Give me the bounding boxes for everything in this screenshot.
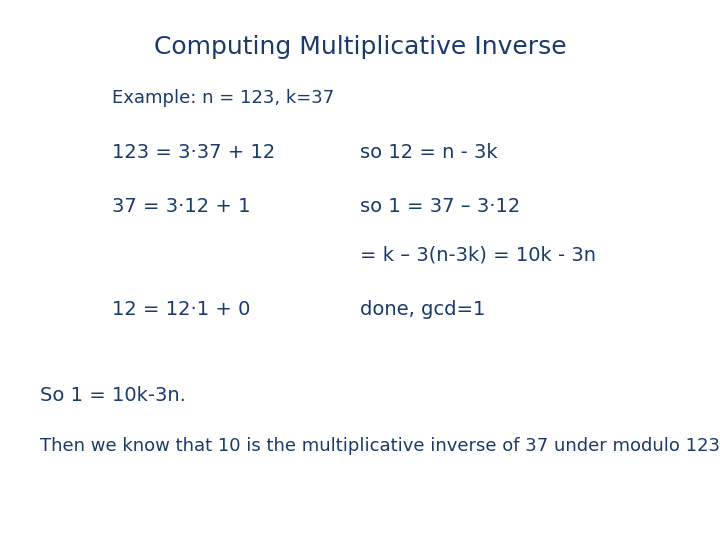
- Text: = k – 3(n-3k) = 10k - 3n: = k – 3(n-3k) = 10k - 3n: [360, 246, 596, 265]
- Text: done, gcd=1: done, gcd=1: [360, 300, 485, 319]
- Text: so 12 = n - 3k: so 12 = n - 3k: [360, 143, 498, 162]
- Text: 37 = 3·12 + 1: 37 = 3·12 + 1: [112, 197, 250, 216]
- Text: Then we know that 10 is the multiplicative inverse of 37 under modulo 123.: Then we know that 10 is the multiplicati…: [40, 437, 720, 455]
- Text: so 1 = 37 – 3·12: so 1 = 37 – 3·12: [360, 197, 521, 216]
- Text: 123 = 3·37 + 12: 123 = 3·37 + 12: [112, 143, 275, 162]
- Text: Example: n = 123, k=37: Example: n = 123, k=37: [112, 89, 334, 107]
- Text: Computing Multiplicative Inverse: Computing Multiplicative Inverse: [153, 35, 567, 59]
- Text: 12 = 12·1 + 0: 12 = 12·1 + 0: [112, 300, 250, 319]
- Text: So 1 = 10k-3n.: So 1 = 10k-3n.: [40, 386, 186, 405]
